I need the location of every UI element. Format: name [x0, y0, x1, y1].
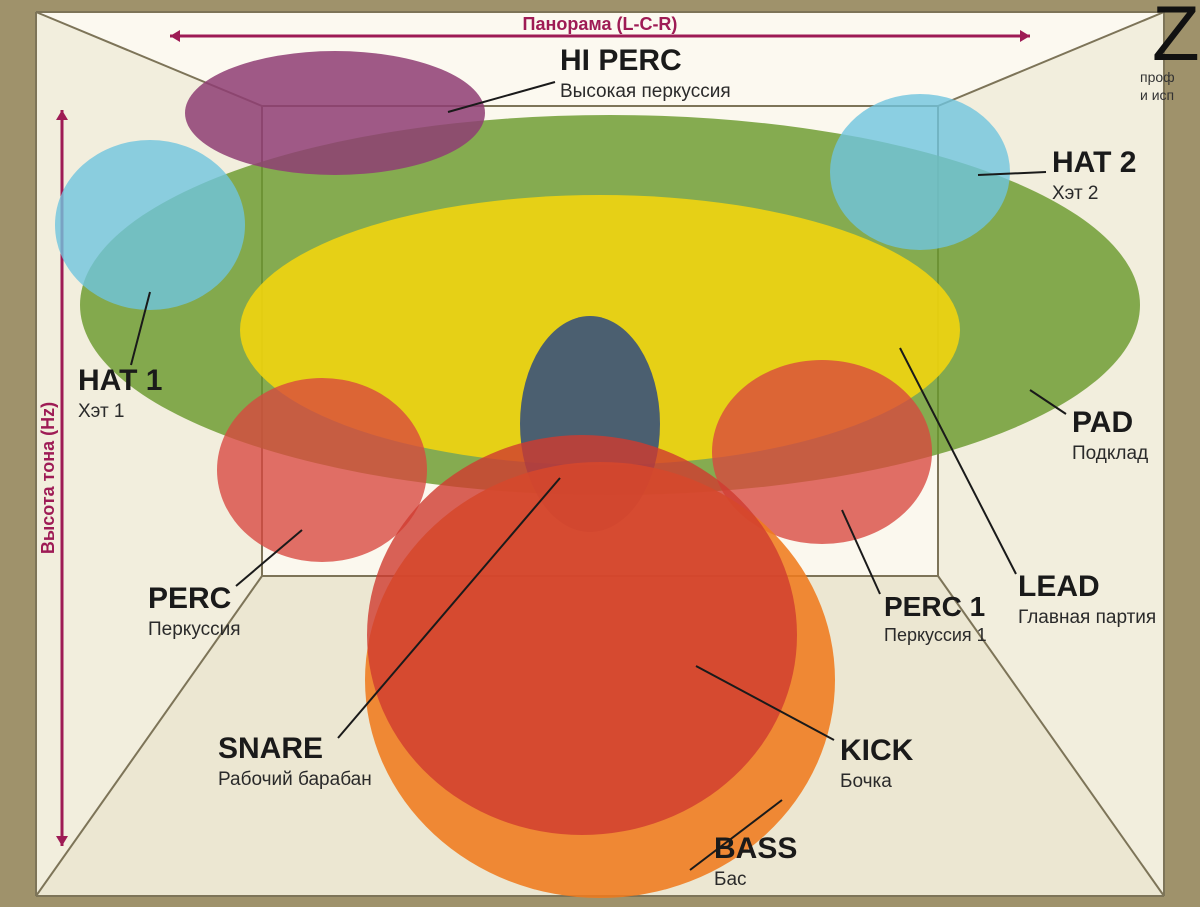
- ellipse-kick: [367, 435, 797, 835]
- watermark-logo: Z: [1152, 0, 1200, 77]
- watermark-line: проф: [1140, 69, 1175, 85]
- axis-panorama-label: Панорама (L-C-R): [523, 14, 678, 34]
- label-title-hat2: HAT 2: [1052, 146, 1136, 179]
- ellipse-hat2: [830, 94, 1010, 250]
- label-title-hiperc: HI PERC: [560, 44, 682, 77]
- label-sub-hat2: Хэт 2: [1052, 183, 1099, 204]
- label-title-snare: SNARE: [218, 732, 323, 765]
- label-sub-perc: Перкуссия: [148, 619, 241, 640]
- label-title-bass: BASS: [714, 832, 797, 865]
- label-sub-kick: Бочка: [840, 771, 892, 792]
- label-sub-snare: Рабочий барабан: [218, 769, 372, 790]
- label-title-lead: LEAD: [1018, 570, 1100, 603]
- label-title-perc1: PERC 1: [884, 591, 985, 622]
- label-title-kick: KICK: [840, 734, 914, 767]
- watermark-line: и исп: [1140, 87, 1174, 103]
- label-sub-pad: Подклад: [1072, 443, 1148, 464]
- axis-pitch-label: Высота тона (Hz): [38, 402, 58, 554]
- label-sub-lead: Главная партия: [1018, 607, 1156, 628]
- label-sub-hiperc: Высокая перкуссия: [560, 81, 731, 102]
- mix-space-diagram: Панорама (L-C-R) Высота тона (Hz) HI PERC В…: [0, 0, 1200, 907]
- label-sub-hat1: Хэт 1: [78, 401, 125, 422]
- label-sub-bass: Бас: [714, 869, 747, 890]
- label-title-hat1: HAT 1: [78, 364, 162, 397]
- label-title-pad: PAD: [1072, 406, 1133, 439]
- ellipse-perc: [217, 378, 427, 562]
- label-title-perc: PERC: [148, 582, 231, 615]
- ellipse-hat1: [55, 140, 245, 310]
- ellipse-hiperc: [185, 51, 485, 175]
- label-sub-perc1: Перкуссия 1: [884, 625, 987, 645]
